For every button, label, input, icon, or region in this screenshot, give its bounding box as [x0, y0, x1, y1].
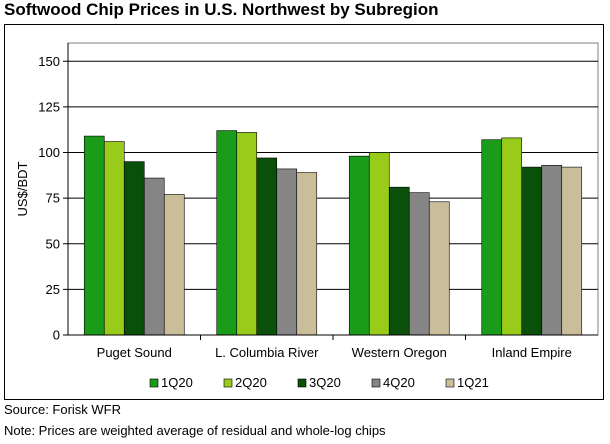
bar-1Q21-1 [296, 172, 318, 336]
legend-label-1Q21: 1Q21 [457, 375, 489, 390]
x-tick-label: Inland Empire [492, 345, 572, 360]
source-note: Source: Forisk WFR [4, 402, 122, 417]
legend-swatch-1Q20 [149, 378, 159, 388]
bar-3Q20-3 [521, 166, 543, 336]
legend-swatch-2Q20 [223, 378, 233, 388]
bar-1Q21-2 [428, 201, 450, 336]
bar-3Q20-1 [256, 157, 278, 336]
y-tick-label: 125 [38, 99, 60, 114]
y-tick-label: 0 [53, 328, 60, 343]
y-axis-label: US$/BDT [15, 161, 30, 216]
legend-swatch-4Q20 [371, 378, 381, 388]
x-tick-label: Puget Sound [97, 345, 172, 360]
chart-svg: 0 25 50 75 100 125 150 Puget Sound L. Columbia R… [15, 42, 599, 390]
y-tick-label: 25 [46, 282, 60, 297]
bar-3Q20-2 [388, 186, 410, 336]
y-tick-label: 100 [38, 145, 60, 160]
legend-label-1Q20: 1Q20 [161, 375, 193, 390]
bar-1Q21-3 [561, 166, 583, 336]
bar-3Q20-0 [123, 161, 145, 336]
chart-title: Softwood Chip Prices in U.S. Northwest b… [4, 0, 439, 19]
legend-swatch-1Q21 [445, 378, 455, 388]
bar-4Q20-0 [143, 177, 165, 336]
legend-label-2Q20: 2Q20 [235, 375, 267, 390]
legend: 1Q20 2Q20 3Q20 4Q20 1Q21 [149, 375, 489, 390]
chart-frame: 0 25 50 75 100 125 150 Puget Sound L. Columbia R… [4, 24, 604, 400]
bar-1Q20-0 [83, 135, 105, 336]
bar-1Q20-3 [481, 139, 503, 336]
bars [83, 130, 583, 336]
y-tick-label: 150 [38, 54, 60, 69]
footnote: Note: Prices are weighted average of res… [4, 423, 386, 438]
bar-2Q20-0 [103, 141, 125, 336]
x-tick-label: Western Oregon [352, 345, 447, 360]
y-tick-label: 75 [46, 191, 60, 206]
bar-4Q20-2 [408, 192, 430, 336]
axes: 0 25 50 75 100 125 150 Puget Sound L. Columbia R… [38, 43, 598, 360]
bar-4Q20-1 [276, 168, 298, 336]
legend-swatch-3Q20 [297, 378, 307, 388]
bar-1Q21-0 [163, 194, 185, 336]
bar-2Q20-1 [236, 132, 258, 336]
bar-4Q20-3 [541, 164, 563, 336]
bar-2Q20-2 [368, 152, 390, 336]
y-tick-label: 50 [46, 236, 60, 251]
x-tick-label: L. Columbia River [215, 345, 319, 360]
bar-1Q20-2 [348, 155, 370, 336]
legend-label-4Q20: 4Q20 [383, 375, 415, 390]
legend-label-3Q20: 3Q20 [309, 375, 341, 390]
bar-1Q20-1 [216, 130, 238, 336]
bar-2Q20-3 [501, 137, 523, 336]
